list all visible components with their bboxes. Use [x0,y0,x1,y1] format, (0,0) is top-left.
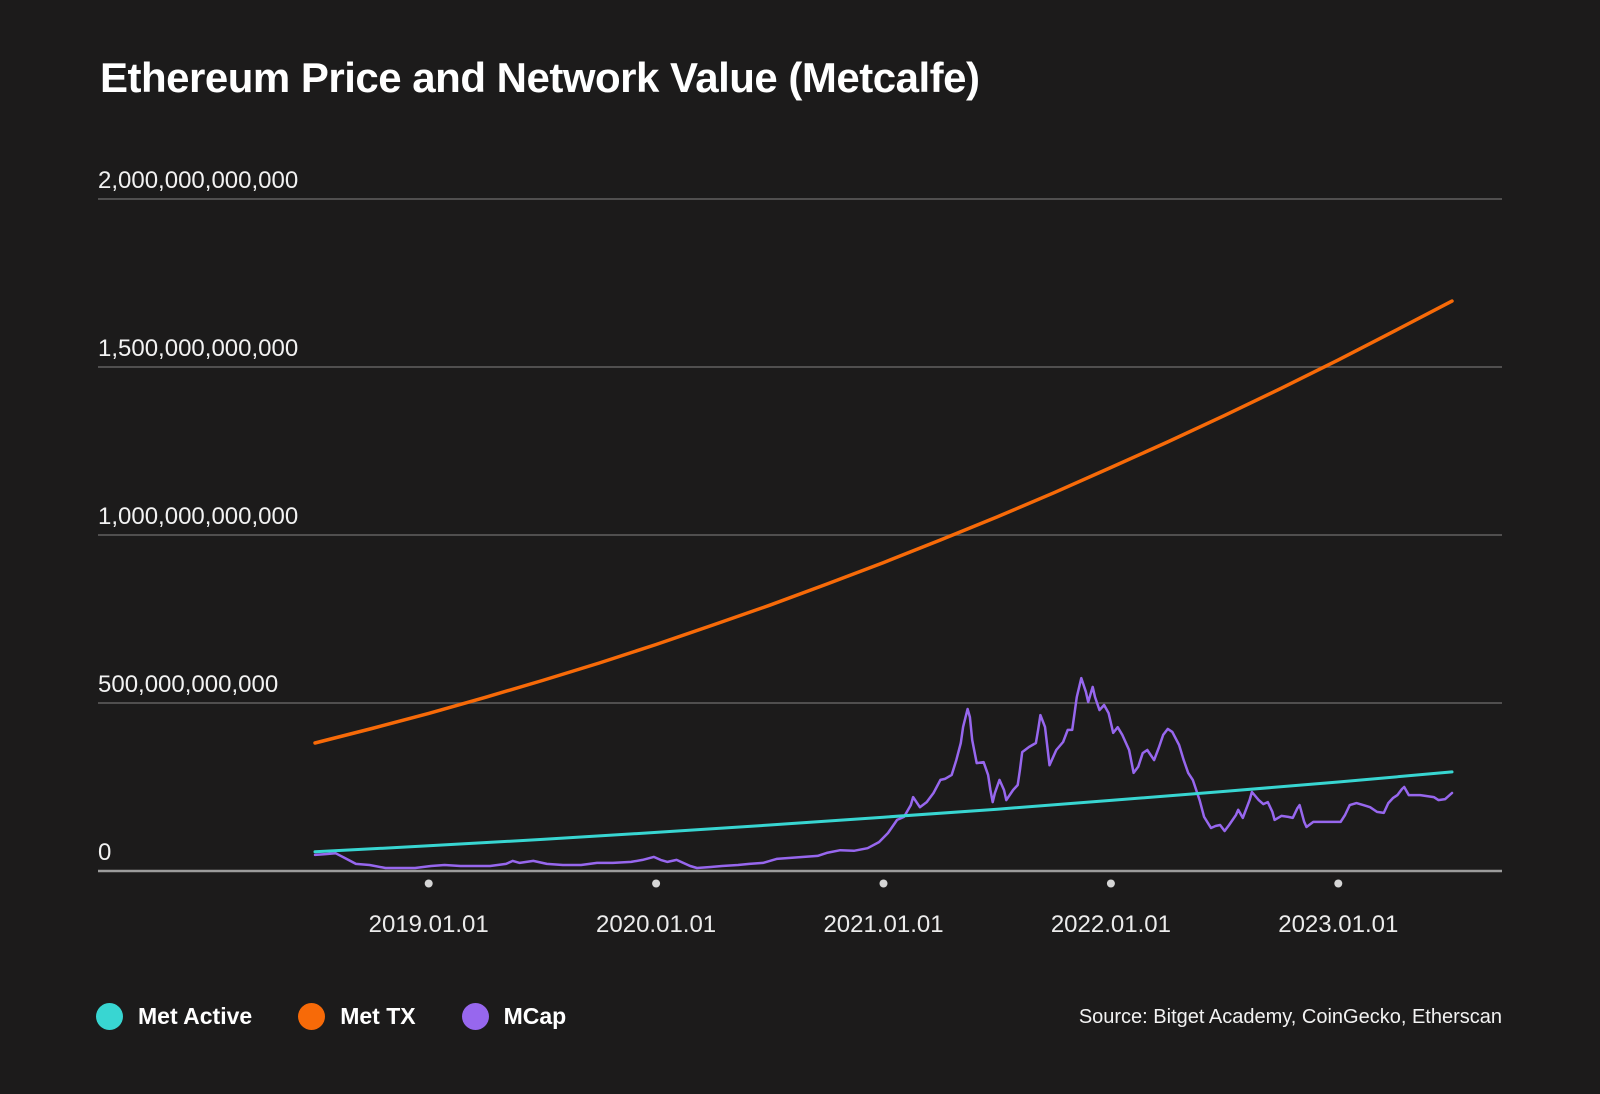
x-tick-dot [1106,879,1115,888]
legend-label: MCap [503,1003,567,1029]
x-axis-label: 2022.01.01 [1051,911,1171,938]
met-tx-line [313,299,1454,745]
legend-label: Met Active [138,1003,253,1029]
met-active-dot-icon [96,1003,123,1030]
y-axis-label: 500,000,000,000 [98,671,278,698]
y-axis-label: 1,000,000,000,000 [98,503,298,530]
legend: Met Active Met TX MCap [96,1003,566,1030]
page-title: Ethereum Price and Network Value (Metcal… [100,54,980,101]
x-tick-dot [879,879,888,888]
y-axis-label: 0 [98,839,111,866]
x-axis-label: 2020.01.01 [596,911,716,938]
x-axis-label: 2019.01.01 [369,911,489,938]
legend-item-met-active: Met Active [96,1003,252,1030]
source-credit: Source: Bitget Academy, CoinGecko, Ether… [1078,1006,1502,1028]
legend-label: Met TX [340,1003,416,1029]
y-axis-label: 2,000,000,000,000 [98,167,298,194]
met-tx-dot-icon [298,1003,326,1030]
x-axis-label: 2023.01.01 [1278,911,1398,938]
x-axis-label: 2021.01.01 [823,911,943,938]
y-axis-label: 1,500,000,000,000 [98,335,298,362]
legend-item-met-tx: Met TX [298,1003,416,1030]
mcap-dot-icon [461,1003,489,1030]
x-tick-dot [424,879,433,888]
met-active-line [313,770,1454,854]
x-tick-dot [652,879,661,888]
legend-item-mcap: MCap [461,1003,567,1030]
mcap-line [313,676,1454,870]
x-tick-dot [1334,879,1343,888]
